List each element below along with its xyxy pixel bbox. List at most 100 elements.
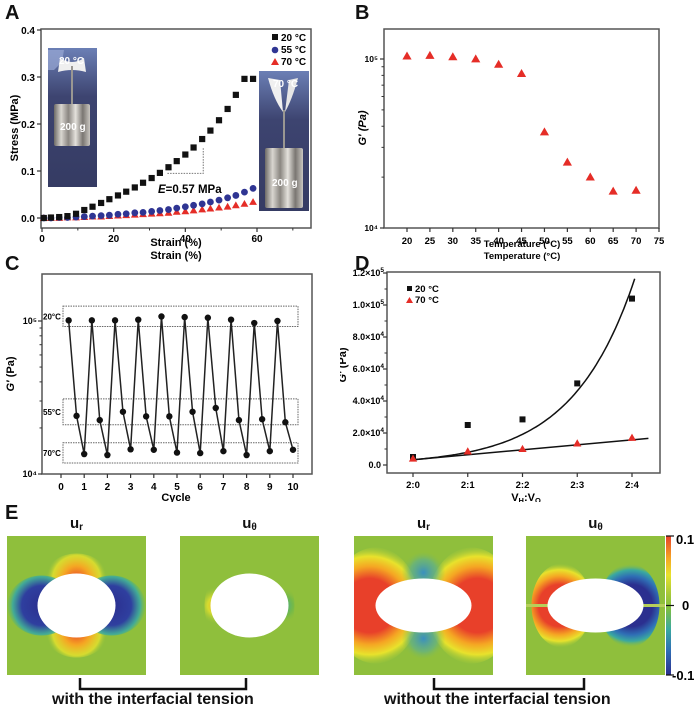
group-label-with-tension: with the interfacial tension (52, 691, 254, 708)
data-point-circle (89, 212, 96, 220)
data-point-circle (189, 408, 196, 415)
data-point-triangle (408, 454, 418, 462)
x-axis-label-a: Strain (%) (150, 237, 202, 249)
y-axis-label-a: Stress (MPa) (9, 94, 21, 161)
data-point-circle (97, 212, 105, 220)
data-point-triangle (562, 157, 572, 166)
data-point-square (40, 214, 47, 222)
x-tick-label: 2:2 (516, 480, 530, 491)
data-point-square (123, 188, 130, 195)
x-tick-label: 0 (39, 234, 45, 245)
legend-label-55c: 55 °C (281, 45, 306, 56)
legend-label-70c: 70 °C (415, 295, 439, 306)
data-point-circle (105, 211, 113, 219)
x-tick-label: 2:0 (406, 480, 420, 491)
legend-label-70c: 70 °C (281, 57, 306, 68)
data-point-square (89, 203, 96, 210)
x-tick-label: 45 (516, 236, 527, 247)
data-point-square (72, 210, 80, 217)
inclusion-hole (37, 573, 116, 638)
data-point-triangle (231, 201, 240, 209)
data-point-square (106, 196, 113, 203)
data-point-circle (127, 446, 134, 453)
x-tick-label: 60 (251, 234, 263, 245)
colorbar: 0.1 0 -0.1 (666, 532, 694, 682)
data-point-circle (142, 413, 150, 420)
temperature-band-label: 70°C (43, 449, 61, 458)
data-point-circle (190, 201, 197, 209)
data-point-square (139, 179, 147, 186)
data-point-circle (282, 419, 289, 426)
chart-a: 20 °C 200 g 70 °C 200 g 0.0 0.1 0.2 0.3 0.4 0… (9, 26, 312, 249)
data-point-square (56, 213, 63, 221)
field-title-subscript: r (79, 522, 84, 533)
field-map-ur-without (354, 536, 493, 675)
data-point-triangle (471, 54, 481, 63)
chart-b: 20 25 30 35 40 45 50 55 60 65 70 75 10⁴ 10⁵ Temperatu… (357, 28, 665, 250)
x-tick-label: 0 (58, 482, 64, 493)
x-tick-label: 6 (197, 482, 203, 493)
y-axis-label-b: G′ (Pa) (357, 110, 369, 145)
x-tick-label: 5 (174, 482, 180, 493)
data-point-circle (96, 416, 103, 424)
data-point-triangle (223, 202, 232, 210)
data-point-triangle (627, 433, 637, 441)
x-axis-label-d: VH:VO (511, 492, 541, 502)
data-point-circle (274, 317, 281, 325)
x-tick-label: 25 (425, 236, 436, 247)
legend-marker-20c (272, 34, 278, 40)
data-point-triangle (249, 198, 257, 205)
x-tick-label: 65 (608, 236, 619, 247)
y-tick-label: 0.2 (21, 120, 35, 131)
data-point-circle (111, 317, 119, 324)
x-tick-label: 2:3 (570, 480, 584, 491)
y-tick-label: 0.1 (21, 167, 35, 178)
y-tick-label: 10⁴ (364, 223, 378, 233)
data-point-square (190, 144, 197, 151)
data-point-square (165, 164, 172, 171)
data-point-circle (224, 194, 232, 202)
x-tick-label: 75 (654, 236, 665, 247)
x-tick-label: 1 (81, 482, 87, 493)
plot-frame (40, 28, 312, 229)
chart-d: Temperature (°C) 2:0 2:1 2:2 2:3 2:4 0.0 2.0×1… (340, 251, 661, 502)
legend-label-20c: 20 °C (281, 33, 306, 44)
field-title-subscript: θ (597, 522, 603, 533)
data-point-circle (232, 192, 240, 199)
data-point-square (249, 75, 257, 82)
group-brackets (78, 678, 586, 691)
data-point-square (81, 206, 88, 214)
temperature-band (62, 305, 299, 328)
field-map-ut-without (526, 536, 665, 675)
data-point-triangle (189, 206, 198, 214)
y-tick-label: 0.0 (21, 214, 35, 225)
inclusion-hole (547, 578, 644, 633)
panel-label-e: E (5, 502, 19, 524)
data-point-circle (220, 447, 227, 455)
field-title: ur (47, 515, 107, 533)
x-axis-label-a-continued: Strain (%) (150, 250, 202, 262)
data-point-circle (81, 450, 88, 458)
y-tick-label: 10⁵ (365, 54, 378, 64)
data-point-square (224, 105, 231, 113)
x-tick-label: 20 (402, 236, 413, 247)
field-title-main: u (69, 515, 80, 532)
field-title-subscript: θ (251, 522, 257, 533)
photo-inset-20c: 20 °C 200 g (48, 48, 97, 187)
data-point-circle (235, 416, 243, 424)
x-tick-label: 4 (151, 482, 157, 493)
data-point-square (47, 214, 55, 221)
data-point-triangle (573, 439, 582, 447)
field-title: uθ (566, 515, 626, 533)
field-title-main: u (242, 515, 252, 532)
data-point-circle (158, 313, 165, 320)
data-point-square (173, 158, 180, 165)
y-tick-label: 1.2×105 (353, 267, 385, 278)
x-axis-label-c: Cycle (161, 492, 190, 502)
y-axis-label-d: G′ (Pa) (340, 347, 349, 382)
data-point-circle (249, 184, 257, 192)
legend-a: 20 °C 55 °C 70 °C (271, 33, 306, 68)
colorbar-label-zero: 0 (682, 598, 689, 613)
field-title-main: u (588, 515, 598, 532)
y-tick-label: 6.0×104 (353, 363, 385, 374)
